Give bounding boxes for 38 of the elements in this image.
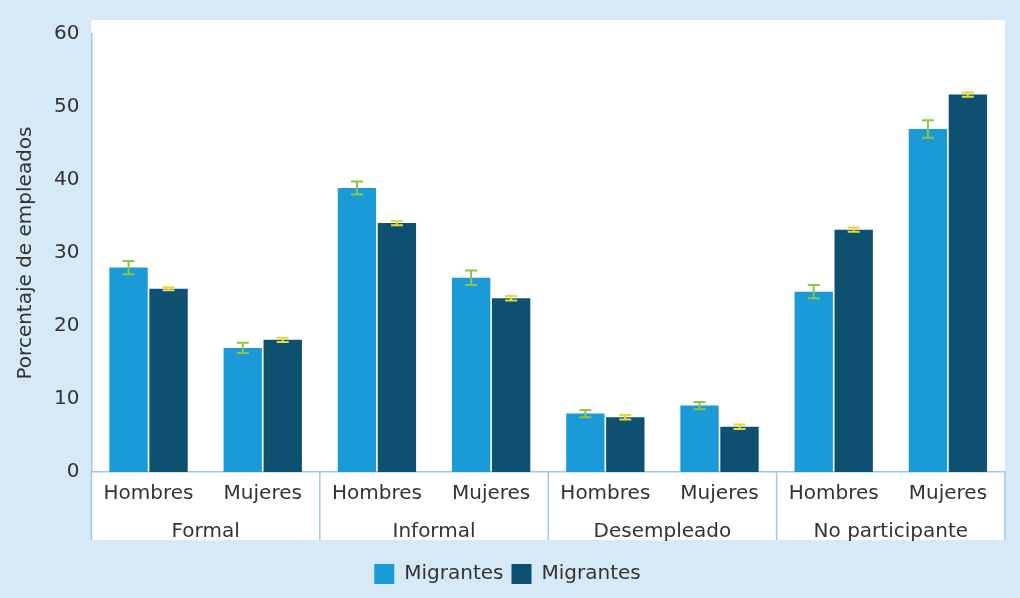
y-tick-label: 0 [66,458,80,483]
x-tick-label: Hombres [560,480,651,505]
y-tick-label: 20 [54,312,80,337]
bar [109,267,148,472]
bar [834,229,873,472]
text: No participante [813,518,969,543]
bar [908,128,948,472]
bar [948,94,988,472]
text: Informal [392,518,476,543]
bar [377,223,417,472]
x-tick-label: Mujeres [223,480,302,505]
bar [451,277,491,472]
y-tick-label: 40 [54,166,80,191]
legend-label: Migrantes [541,560,641,585]
x-tick-label: Mujeres [908,480,988,505]
bar [680,405,719,472]
y-tick-label: 50 [54,93,80,118]
legend-label: Migrantes [404,560,504,585]
x-tick-label: Hombres [788,480,879,505]
bar [149,288,188,472]
bar [794,291,833,472]
bar [606,417,645,472]
y-axis-title: Porcentaje de empleados [12,126,37,380]
bar [263,339,302,472]
text: Desempleado [593,518,732,543]
bar [566,413,605,472]
bar [223,347,262,472]
x-tick-label: Hombres [103,480,194,505]
bar [491,298,531,472]
y-tick-label: 30 [54,239,80,264]
x-tick-label: Hombres [331,480,422,505]
y-tick-label: 10 [54,385,80,410]
bar [337,188,377,472]
x-tick-label: Mujeres [680,480,759,505]
y-tick-label: 60 [54,20,80,45]
bar [720,426,759,472]
text: Formal [171,518,240,543]
x-tick-label: Mujeres [451,480,531,505]
